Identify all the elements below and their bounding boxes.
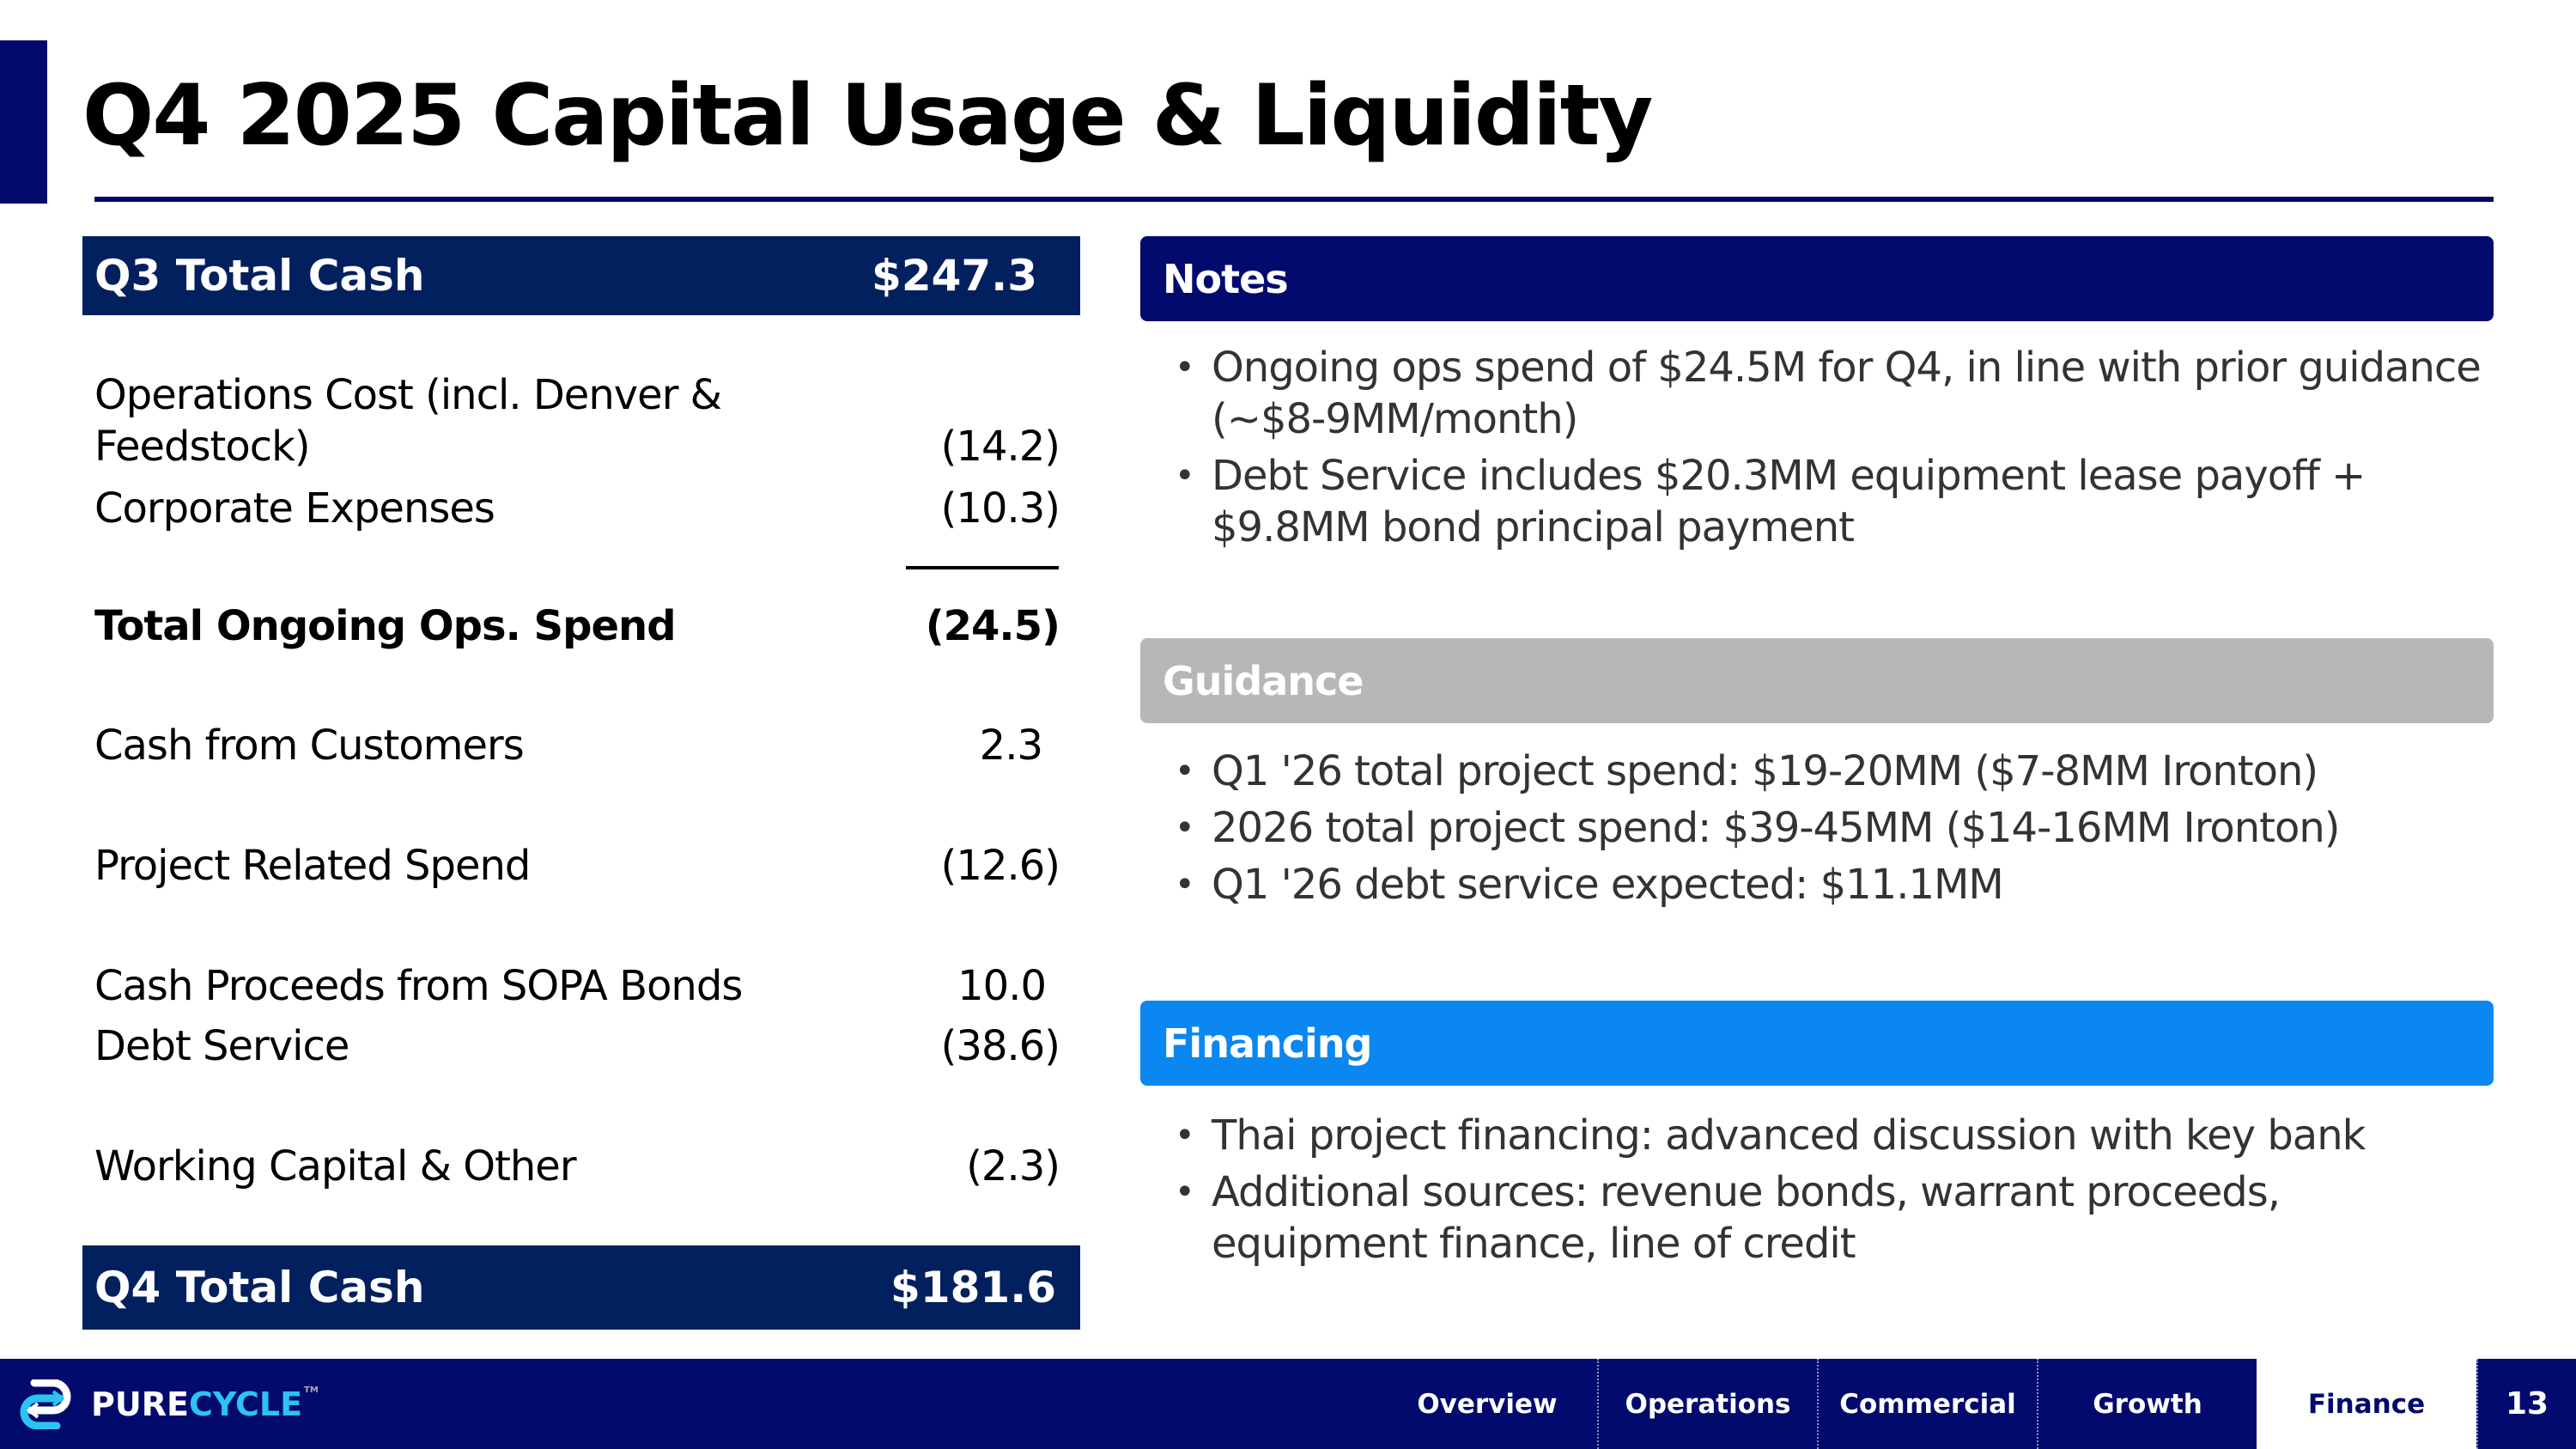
subtotal-underline xyxy=(906,566,1059,569)
row-label: Project Related Spend xyxy=(94,842,531,890)
financing-bullet: Thai project financing: advanced discuss… xyxy=(1175,1110,2488,1161)
purecycle-logo: PURECYCLE TM xyxy=(19,1379,319,1429)
notes-bullet: Ongoing ops spend of $24.5M for Q4, in l… xyxy=(1175,342,2488,445)
table-row: Debt Service (38.6) xyxy=(94,1020,1060,1072)
notes-list: Ongoing ops spend of $24.5M for Q4, in l… xyxy=(1175,342,2488,558)
row-label: Debt Service xyxy=(94,1022,349,1070)
table-row-subtotal: Total Ongoing Ops. Spend (24.5) xyxy=(94,600,1060,652)
table-row: Project Related Spend (12.6) xyxy=(94,840,1060,892)
row-label: Working Capital & Other xyxy=(94,1142,577,1190)
table-row: Cash from Customers 2.3 xyxy=(94,720,1060,771)
nav-tab-commercial[interactable]: Commercial xyxy=(1817,1359,2037,1449)
financing-list: Thai project financing: advanced discuss… xyxy=(1175,1110,2488,1275)
row-value: (24.5) xyxy=(925,602,1060,650)
table-row: Corporate Expenses (10.3) xyxy=(94,483,1060,534)
footer-bar: PURECYCLE TM Overview Operations Commerci… xyxy=(0,1359,2576,1449)
purecycle-arrows-icon xyxy=(20,1379,71,1429)
notes-panel-header: Notes xyxy=(1140,236,2494,321)
notes-bullet: Debt Service includes $20.3MM equipment … xyxy=(1175,450,2488,553)
logo-wordmark: PURECYCLE TM xyxy=(91,1385,319,1423)
opening-cash-header: Q3 Total Cash $247.3 xyxy=(82,236,1080,315)
row-label: Total Ongoing Ops. Spend xyxy=(94,602,677,650)
financing-title: Financing xyxy=(1163,1020,1372,1067)
row-value: (38.6) xyxy=(940,1022,1060,1070)
guidance-panel-header: Guidance xyxy=(1140,638,2494,723)
row-value: (10.3) xyxy=(940,484,1060,533)
trademark: TM xyxy=(304,1385,319,1395)
nav-tab-operations[interactable]: Operations xyxy=(1597,1359,1817,1449)
row-value: (2.3) xyxy=(966,1142,1060,1190)
table-row: Operations Cost (incl. Denver & Feedstoc… xyxy=(94,369,1060,472)
logo-word-pure: PURE xyxy=(91,1385,189,1423)
guidance-bullet: Q1 '26 debt service expected: $11.1MM xyxy=(1175,859,2488,910)
row-value: 10.0 xyxy=(957,962,1047,1010)
nav-tab-finance[interactable]: Finance xyxy=(2257,1359,2476,1449)
logo-word-cycle: CYCLE xyxy=(188,1385,303,1423)
table-row: Working Capital & Other (2.3) xyxy=(94,1141,1060,1192)
guidance-bullet: Q1 '26 total project spend: $19-20MM ($7… xyxy=(1175,746,2488,797)
notes-title: Notes xyxy=(1163,255,1289,302)
financing-bullet: Additional sources: revenue bonds, warra… xyxy=(1175,1166,2488,1269)
opening-cash-label: Q3 Total Cash xyxy=(94,251,425,301)
row-value: (14.2) xyxy=(940,423,1060,471)
nav-tab-overview[interactable]: Overview xyxy=(1417,1388,1558,1420)
row-value: (12.6) xyxy=(940,842,1060,890)
guidance-bullet: 2026 total project spend: $39-45MM ($14-… xyxy=(1175,802,2488,854)
guidance-list: Q1 '26 total project spend: $19-20MM ($7… xyxy=(1175,746,2488,916)
page-number: 13 xyxy=(2476,1359,2576,1449)
row-label: Cash Proceeds from SOPA Bonds xyxy=(94,962,743,1010)
financing-panel-header: Financing xyxy=(1140,1001,2494,1086)
row-label: Corporate Expenses xyxy=(94,484,495,533)
closing-cash-label: Q4 Total Cash xyxy=(94,1263,425,1312)
page-title: Q4 2025 Capital Usage & Liquidity xyxy=(82,67,1653,165)
row-label: Cash from Customers xyxy=(94,721,525,770)
title-accent-bar xyxy=(0,40,47,204)
closing-cash-footer: Q4 Total Cash $181.6 xyxy=(82,1245,1080,1330)
opening-cash-value: $247.3 xyxy=(872,251,1037,301)
closing-cash-value: $181.6 xyxy=(890,1263,1056,1312)
table-row: Cash Proceeds from SOPA Bonds 10.0 xyxy=(94,960,1060,1012)
title-divider xyxy=(94,197,2494,202)
row-label: Operations Cost (incl. Denver & Feedstoc… xyxy=(94,371,722,471)
row-value: 2.3 xyxy=(979,721,1043,770)
section-nav: Overview Operations Commercial Growth Fi… xyxy=(1377,1359,2476,1449)
nav-tab-growth[interactable]: Growth xyxy=(2037,1359,2257,1449)
guidance-title: Guidance xyxy=(1163,657,1364,704)
